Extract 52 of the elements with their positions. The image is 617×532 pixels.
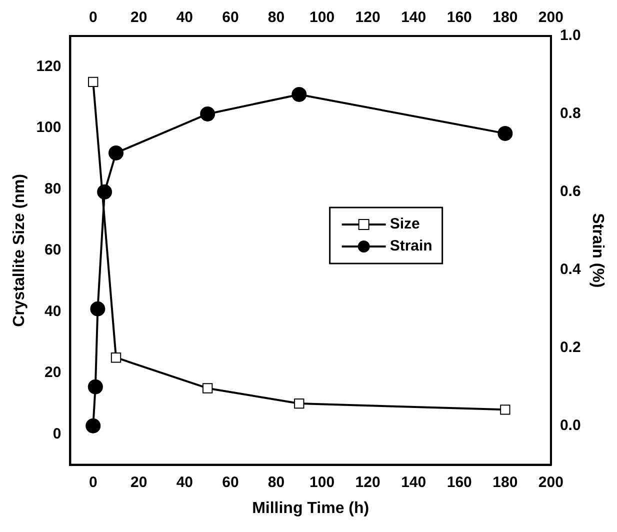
point — [88, 76, 98, 88]
x-tick-label: 120 — [355, 474, 380, 491]
y-tick-label: 60 — [44, 242, 62, 259]
y-tick-label: 80 — [44, 180, 62, 198]
y2-tick-label: 0.2 — [560, 338, 581, 356]
y-tick-label: 120 — [36, 58, 62, 75]
legend-label: Strain — [390, 238, 432, 255]
x2-tick-label: 80 — [268, 9, 285, 26]
x2-tick-label: 160 — [446, 9, 472, 26]
y-axis-title: Crystallite Size (nm) — [11, 174, 28, 327]
x-tick-label: 100 — [310, 474, 335, 491]
x2-tick-label: 60 — [222, 9, 239, 26]
x-tick-label: 80 — [268, 474, 285, 491]
y2-axis-title: Strain (%) — [588, 213, 606, 288]
y-tick-label: 100 — [36, 119, 62, 136]
point — [110, 352, 122, 363]
x-tick-label: 60 — [222, 474, 239, 491]
y2-tick-label: 0.0 — [560, 416, 581, 434]
point — [292, 86, 307, 102]
y2-tick-label: 0.6 — [560, 183, 581, 200]
point — [498, 126, 513, 141]
point — [500, 404, 510, 415]
x2-tick-label: 20 — [130, 9, 148, 26]
point — [108, 145, 124, 160]
point — [88, 379, 103, 394]
x-tick-label: 0 — [88, 474, 98, 491]
x-tick-label: 20 — [130, 474, 148, 491]
x2-tick-label: 140 — [401, 9, 426, 26]
x-tick-label: 200 — [538, 474, 564, 491]
y-tick-label: 20 — [44, 364, 62, 382]
x-tick-label: 160 — [446, 474, 472, 491]
y2-tick-label: 0.8 — [560, 105, 581, 122]
x2-tick-label: 120 — [355, 9, 380, 26]
y2-tick-label: 1.0 — [560, 27, 581, 44]
y-tick-label: 40 — [44, 302, 62, 320]
x2-tick-label: 40 — [176, 9, 194, 26]
point — [294, 398, 304, 409]
x-tick-label: 180 — [492, 474, 518, 491]
y2-tick-label: 0.4 — [560, 261, 582, 278]
legend-label: Size — [390, 216, 420, 233]
point — [200, 106, 216, 122]
x-tick-label: 140 — [401, 474, 426, 491]
x-axis-title: Milling Time (h) — [252, 500, 370, 517]
point — [90, 301, 106, 316]
x2-tick-label: 200 — [538, 9, 564, 26]
point — [86, 418, 101, 434]
point — [202, 383, 213, 394]
x-tick-label: 40 — [176, 474, 194, 491]
x2-tick-label: 100 — [310, 9, 335, 26]
y-tick-label: 0 — [52, 425, 62, 442]
x2-tick-label: 0 — [88, 9, 98, 26]
x2-tick-label: 180 — [492, 9, 518, 26]
